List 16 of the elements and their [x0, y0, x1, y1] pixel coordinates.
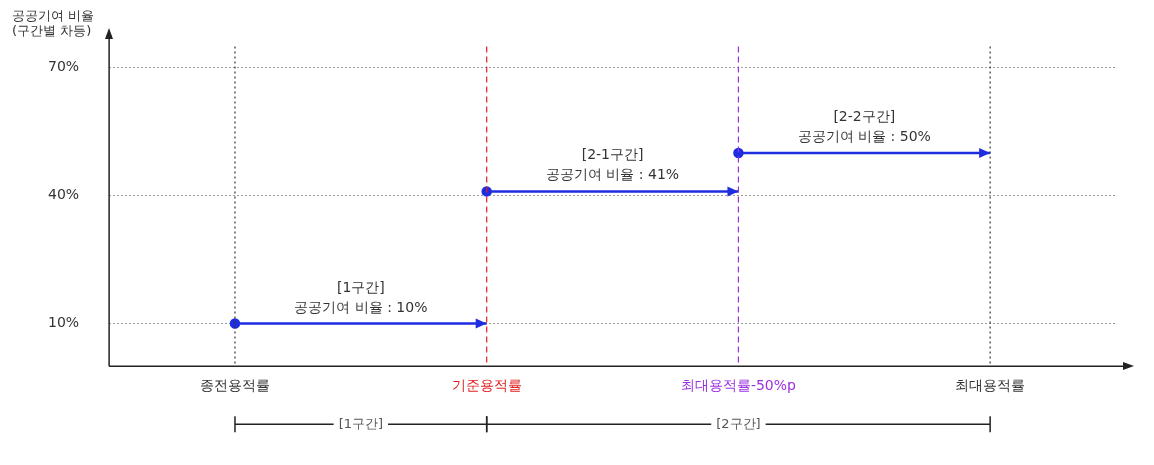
x-tick-label: 최대용적률	[955, 377, 1026, 394]
text: [2구간]	[716, 415, 761, 431]
annotation: 공공기여 비율 : 50%	[797, 128, 931, 144]
annotation: 공공기여 비율 : 41%	[545, 166, 680, 183]
x-tick-label: 기준용적률	[451, 377, 522, 394]
text: [2-1구간]	[581, 146, 644, 163]
text: [2-2구간]	[833, 108, 896, 124]
x-tick-label: 최대용적률-50%p	[680, 377, 797, 394]
y-tick-label: 10%	[47, 314, 80, 331]
y-tick-label: 70%	[47, 58, 80, 75]
text: [1구간]	[338, 415, 384, 431]
x-tick-label: 종전용적률	[199, 377, 270, 394]
text: [1구간]	[336, 278, 385, 295]
y-axis-title: 공공기여 비율 (구간별 차등)	[12, 8, 96, 38]
y-tick-label: 40%	[47, 186, 80, 203]
annotation: 공공기여 비율 : 10%	[294, 298, 428, 315]
